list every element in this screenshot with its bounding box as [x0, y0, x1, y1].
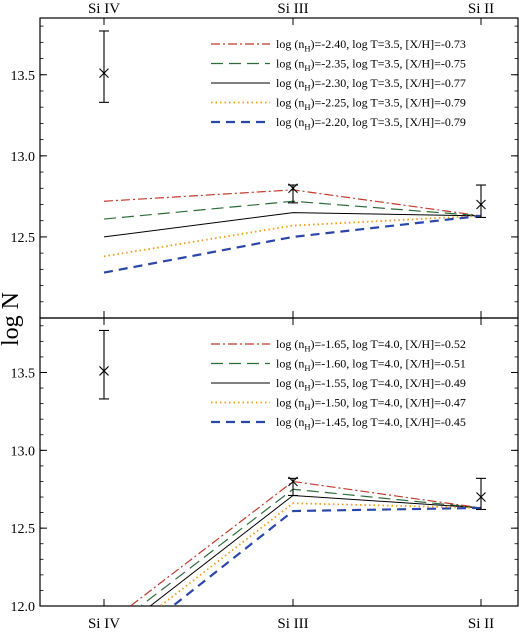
x-top-label: Si III: [277, 1, 308, 17]
observed-point: [288, 183, 298, 204]
legend-entry: log (nH)=-2.40, log T=3.5, [X/H]=-0.73: [276, 37, 466, 54]
legend-entry: log (nH)=-2.20, log T=3.5, [X/H]=-0.79: [276, 115, 466, 132]
y-tick-label: 13.5: [11, 69, 36, 84]
legend-entry: log (nH)=-1.65, log T=4.0, [X/H]=-0.52: [276, 337, 466, 354]
series-line-3: [103, 212, 482, 238]
x-top-label: Si IV: [88, 1, 120, 17]
legend: log (nH)=-2.40, log T=3.5, [X/H]=-0.73 lo…: [211, 37, 466, 132]
y-tick-label: 13.0: [11, 150, 36, 165]
series-line-5: [103, 214, 482, 274]
x-top-label: Si II: [468, 1, 494, 17]
observed-point: [288, 476, 298, 497]
legend: log (nH)=-1.65, log T=4.0, [X/H]=-0.52 lo…: [211, 337, 466, 432]
x-axis-top-labels: Si IV Si III Si II: [88, 1, 494, 17]
y-tick-label: 12.0: [11, 600, 36, 615]
legend-entry: log (nH)=-2.25, log T=3.5, [X/H]=-0.79: [276, 96, 466, 113]
y-tick-label: 12.5: [11, 522, 36, 537]
series-line-2: [103, 200, 482, 220]
legend-entry: log (nH)=-2.30, log T=3.5, [X/H]=-0.77: [276, 76, 466, 93]
x-bottom-label: Si IV: [88, 616, 120, 632]
legend-entry: log (nH)=-1.55, log T=4.0, [X/H]=-0.49: [276, 376, 466, 393]
y-tick-label: 13.0: [11, 444, 36, 459]
series-line-4: [158, 502, 482, 606]
y-tick-label: 12.5: [11, 231, 36, 246]
legend-entry: log (nH)=-2.35, log T=3.5, [X/H]=-0.75: [276, 57, 466, 74]
y-axis-label: log N: [0, 292, 24, 346]
observed-point: [476, 477, 486, 511]
panel-frame: [39, 317, 519, 607]
series-line-4: [103, 214, 482, 258]
top-panel: 12.5 13.0 13.5 log (nH)=-2.40, log T=3.5, […: [11, 17, 519, 319]
bottom-panel: 12.0 12.5 13.0 13.5 log (nH)=-1.65, log T=4.…: [11, 317, 519, 615]
observed-point: [99, 30, 109, 103]
series-line-5: [171, 506, 482, 606]
y-tick-label: 13.5: [11, 366, 36, 381]
legend-entry: log (nH)=-1.45, log T=4.0, [X/H]=-0.45: [276, 415, 466, 432]
x-axis-bottom-labels: Si IV Si III Si II: [88, 616, 494, 632]
observed-point: [476, 184, 486, 219]
observed-point: [99, 329, 109, 400]
legend-entry: log (nH)=-1.60, log T=4.0, [X/H]=-0.51: [276, 357, 466, 374]
legend-entry: log (nH)=-1.50, log T=4.0, [X/H]=-0.47: [276, 396, 466, 413]
x-bottom-label: Si III: [277, 616, 308, 632]
x-bottom-label: Si II: [468, 616, 494, 632]
